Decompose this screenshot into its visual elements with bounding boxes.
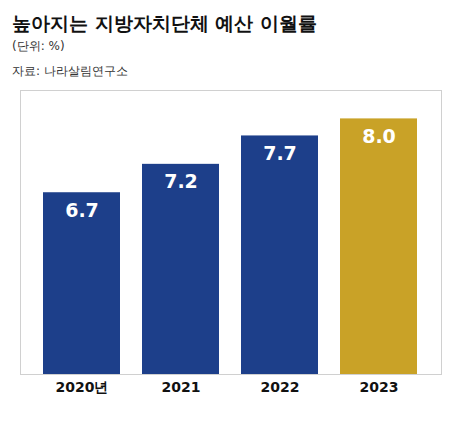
svg-text:6.7: 6.7 bbox=[65, 199, 99, 221]
html-text:(단위: %): (단위: %) bbox=[12, 38, 65, 53]
svg-text:2022: 2022 bbox=[261, 379, 300, 395]
svg-text:7.2: 7.2 bbox=[164, 170, 198, 192]
svg-text:2023: 2023 bbox=[360, 379, 399, 395]
svg-text:2021: 2021 bbox=[162, 379, 201, 395]
svg-text:7.7: 7.7 bbox=[263, 142, 297, 164]
html-text:높아지는 지방자치단체 예산 이월률: 높아지는 지방자치단체 예산 이월률 bbox=[12, 12, 317, 34]
svg-text:8.0: 8.0 bbox=[362, 125, 396, 147]
html-text:자료: 나라살림연구소: 자료: 나라살림연구소 bbox=[12, 63, 128, 78]
svg-text:2020년: 2020년 bbox=[56, 379, 109, 395]
